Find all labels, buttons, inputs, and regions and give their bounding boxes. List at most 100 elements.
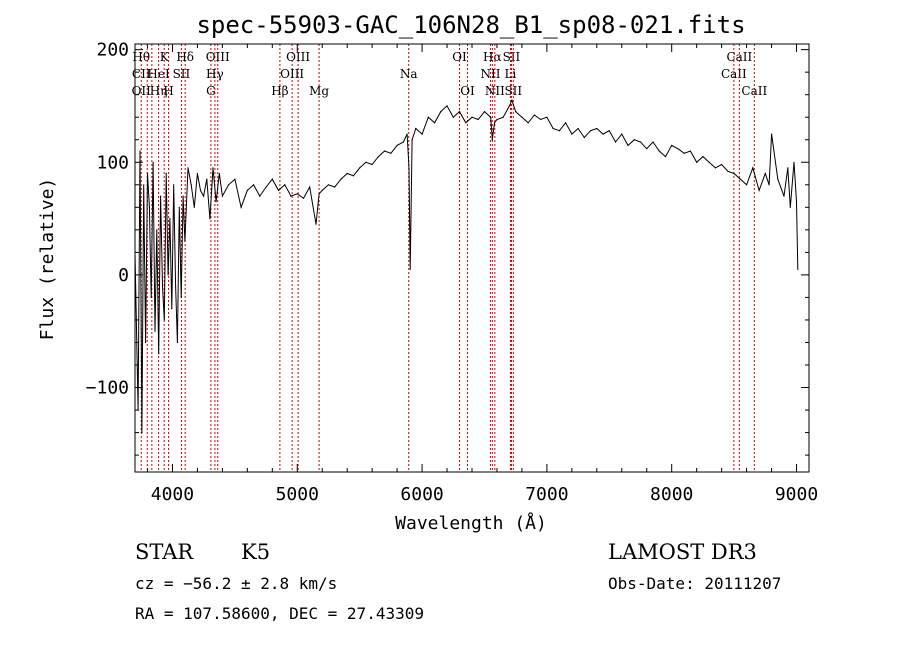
flux-point (175, 285, 177, 287)
flux-point (169, 218, 171, 220)
flux-point (483, 111, 486, 113)
flux-point (173, 184, 175, 186)
flux-point (646, 148, 648, 150)
flux-point (427, 116, 429, 118)
flux-point (752, 167, 754, 169)
flux-point (290, 195, 292, 197)
flux-point (671, 144, 673, 146)
object-class: STAR (135, 540, 194, 564)
line-label: H (163, 84, 173, 98)
flux-point (148, 206, 150, 208)
flux-point (764, 172, 766, 175)
flux-point (163, 319, 165, 321)
flux-point (627, 144, 629, 146)
flux-point (384, 150, 386, 152)
line-label: G (206, 84, 216, 98)
flux-point (571, 133, 573, 135)
flux-point (746, 184, 748, 186)
flux-point (309, 186, 311, 188)
flux-point (271, 178, 273, 180)
line-label: NII (485, 84, 505, 98)
flux-point (434, 122, 436, 124)
flux-point (511, 99, 513, 101)
flux-point (190, 184, 192, 186)
flux-point (739, 178, 742, 180)
flux-point (284, 184, 286, 186)
flux-point (302, 197, 305, 199)
flux-point (340, 178, 342, 180)
flux-line (135, 98, 799, 433)
flux-point (315, 223, 317, 225)
line-label: Hη (150, 84, 168, 98)
x-axis-label: Wavelength (Å) (395, 512, 547, 534)
flux-point (327, 184, 330, 186)
flux-point (491, 139, 493, 141)
flux-point (352, 175, 354, 177)
flux-point (165, 172, 167, 175)
line-label: K (160, 50, 170, 64)
y-tick-label: −100 (86, 378, 129, 399)
flux-point (411, 139, 413, 141)
flux-point (145, 341, 147, 344)
flux-point (683, 152, 685, 154)
line-label: OIII (280, 67, 304, 81)
line-label: Hγ (206, 67, 224, 81)
flux-point (234, 178, 236, 180)
flux-point (421, 133, 423, 135)
flux-point (783, 195, 785, 197)
flux-point (182, 195, 184, 197)
chart-title: spec-55903-GAC_106N28_B1_sp08-021.fits (196, 11, 745, 39)
flux-point (277, 189, 280, 191)
flux-point (689, 150, 692, 152)
line-label: CaII (741, 84, 767, 98)
flux-point (218, 172, 220, 175)
y-tick-label: 200 (96, 40, 129, 61)
flux-point (677, 148, 679, 150)
flux-point (221, 195, 223, 197)
line-label: CaII (726, 50, 752, 64)
flux-point (652, 141, 654, 143)
x-tick-label: 7000 (525, 484, 568, 505)
flux-point (721, 163, 723, 166)
flux-point (477, 118, 479, 121)
line-label: HeI (147, 67, 170, 81)
flux-point (471, 116, 473, 118)
flux-point (371, 163, 373, 166)
flux-point (540, 118, 542, 121)
flux-point (203, 195, 205, 197)
flux-point (446, 105, 448, 107)
flux-point (496, 118, 498, 121)
line-label: Na (400, 67, 418, 81)
line-label: CaII (721, 67, 747, 81)
flux-point (602, 133, 604, 135)
flux-point (583, 136, 585, 139)
x-tick-label: 4000 (151, 484, 194, 505)
x-tick-label: 6000 (400, 484, 443, 505)
flux-point (493, 122, 496, 124)
flux-point (346, 172, 348, 175)
flux-series (135, 98, 799, 434)
line-label: Mg (309, 84, 329, 98)
flux-point (296, 193, 298, 195)
flux-point (546, 116, 548, 118)
flux-point (178, 206, 180, 208)
flux-point (415, 127, 417, 130)
flux-point (789, 206, 791, 208)
flux-point (590, 130, 592, 132)
flux-point (184, 240, 186, 242)
line-label: Li (505, 67, 517, 81)
flux-point (787, 167, 789, 169)
flux-point (608, 130, 610, 132)
flux-point (199, 189, 202, 191)
flux-point (793, 161, 795, 163)
x-tick-label: 8000 (650, 484, 693, 505)
flux-point (359, 167, 361, 169)
flux-point (259, 195, 261, 197)
flux-point (702, 156, 704, 158)
flux-point (160, 195, 162, 197)
flux-point (180, 296, 182, 298)
flux-point (664, 156, 667, 158)
object-subclass: K5 (241, 540, 270, 564)
flux-point (377, 156, 379, 158)
flux-point (318, 193, 320, 195)
